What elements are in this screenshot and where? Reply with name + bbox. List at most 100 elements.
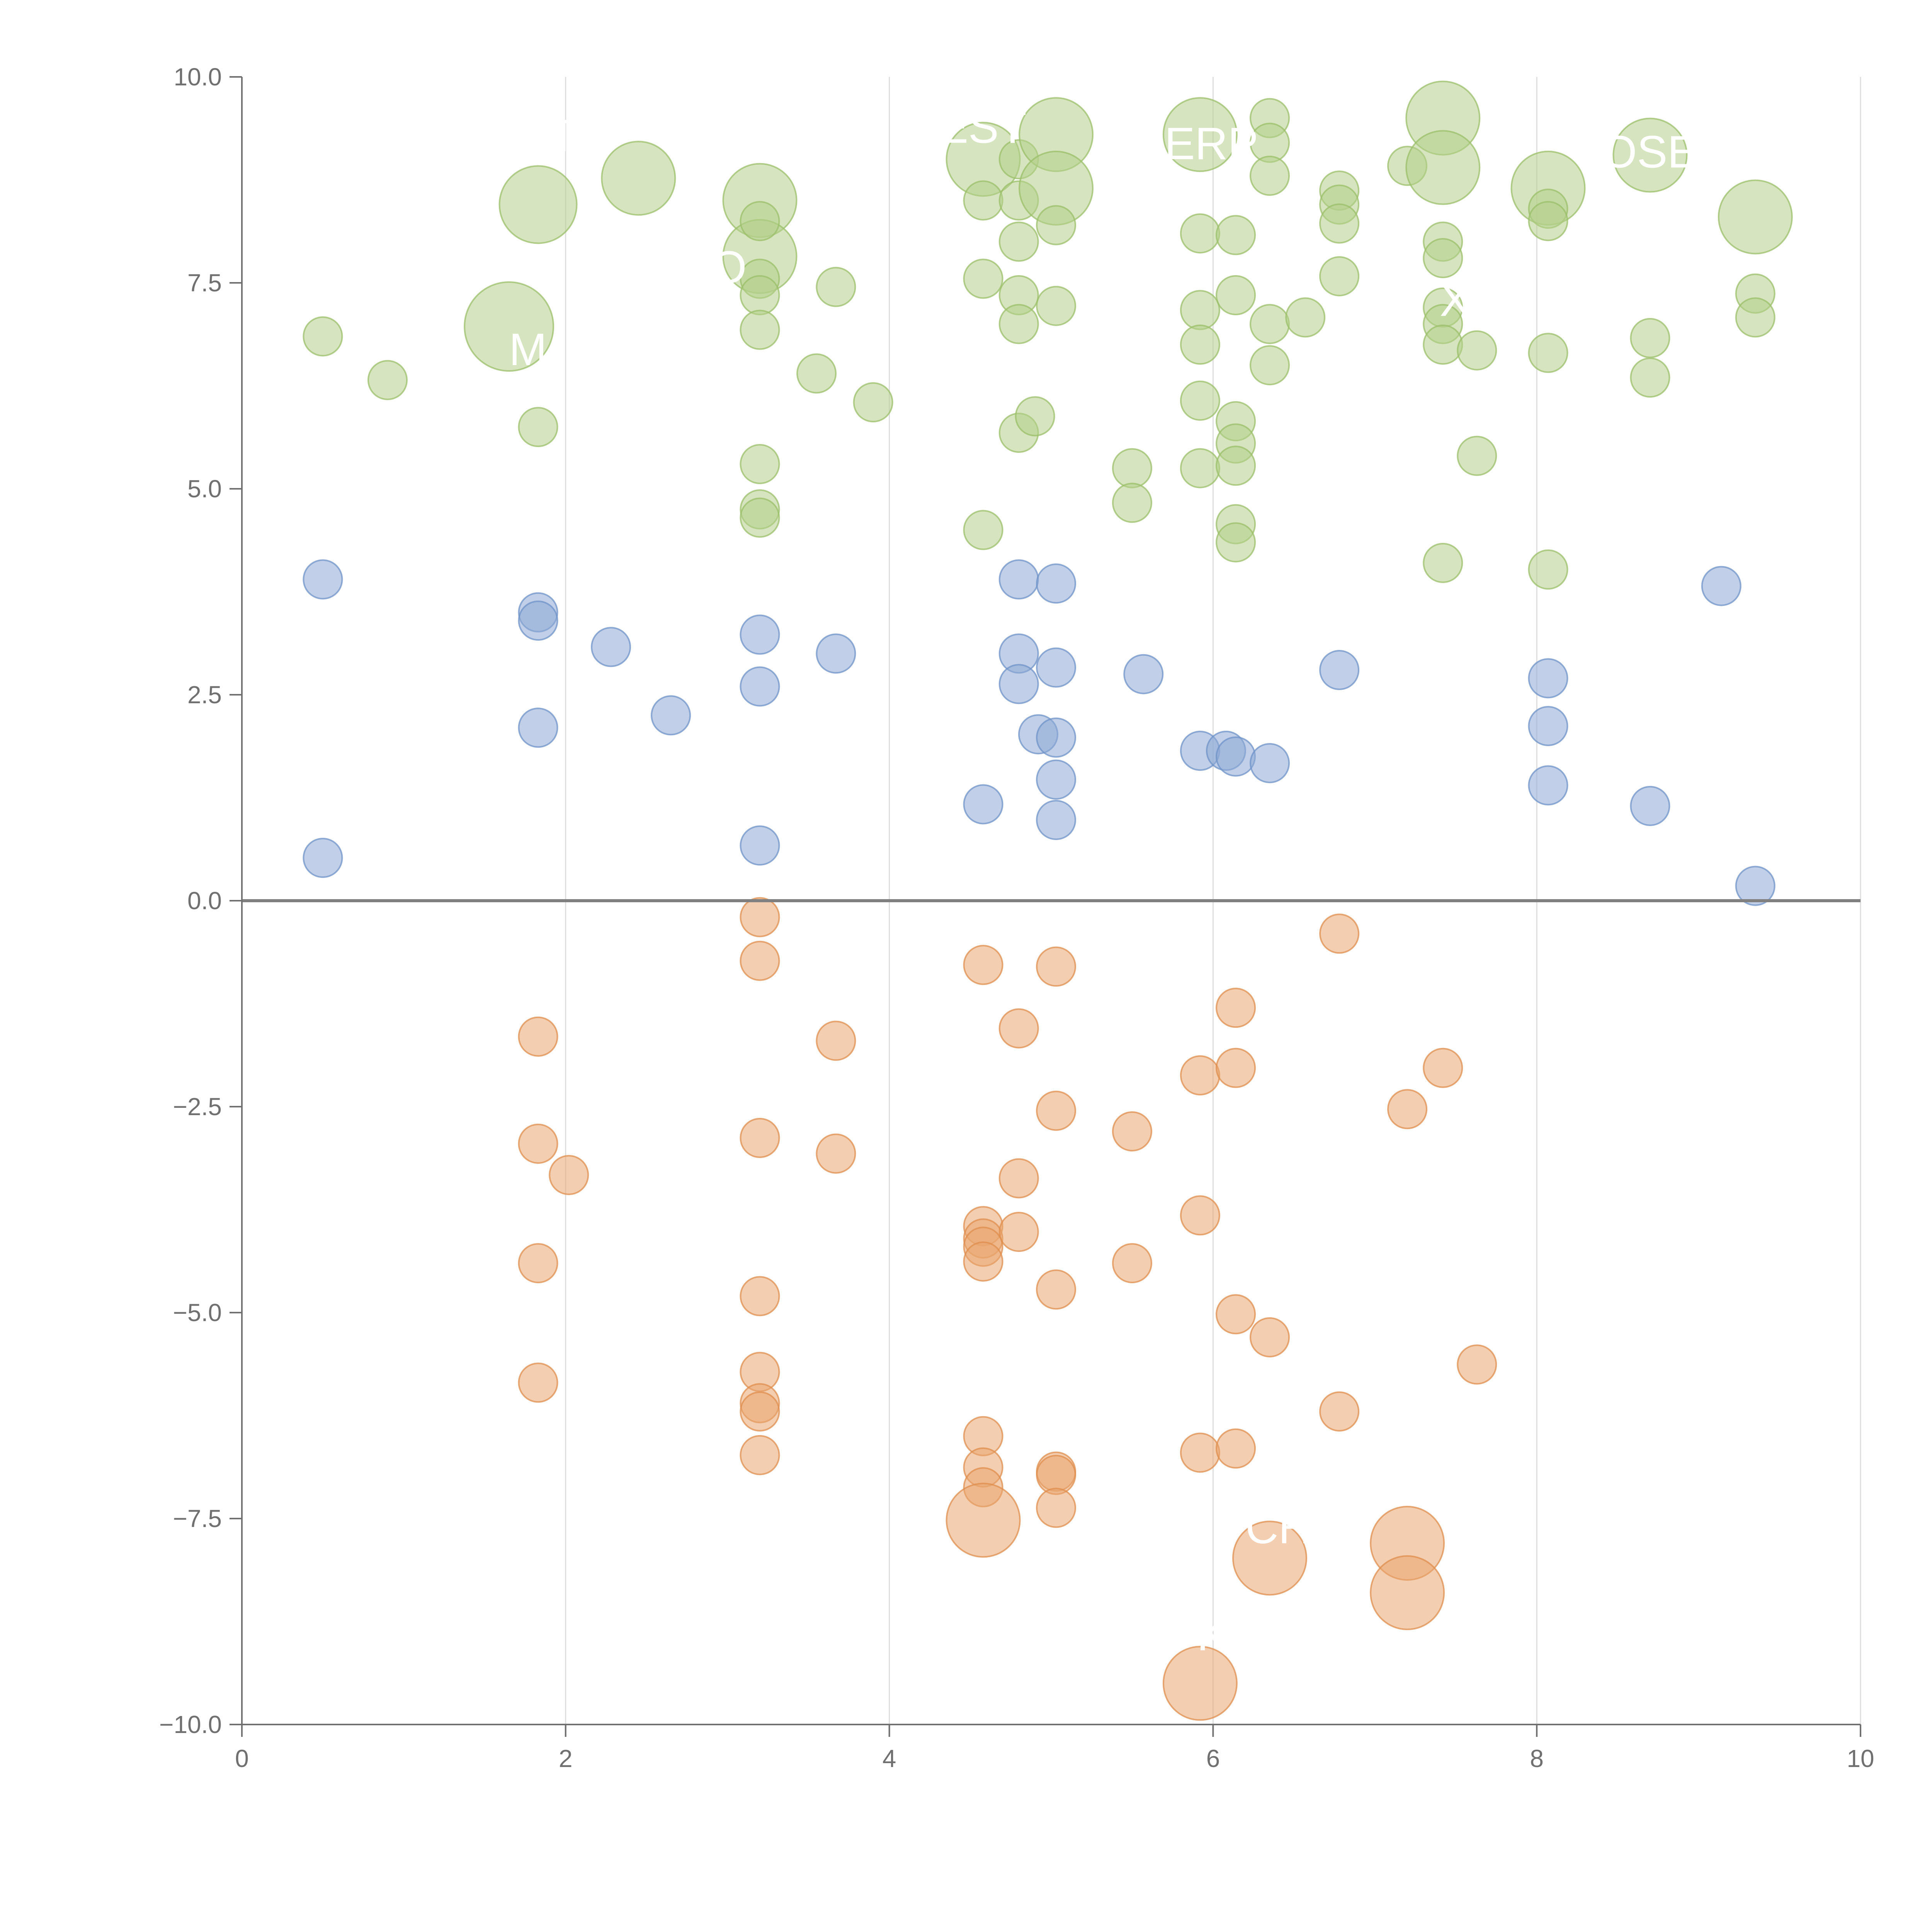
point-green bbox=[1319, 256, 1360, 296]
point-green bbox=[853, 382, 893, 423]
point-green bbox=[1735, 297, 1776, 338]
point-orange bbox=[1036, 1269, 1077, 1310]
x-tick-label: 10 bbox=[1847, 1745, 1874, 1772]
point-green bbox=[1216, 215, 1256, 255]
point-green bbox=[1630, 318, 1670, 358]
point-blue bbox=[740, 614, 780, 655]
point-orange bbox=[1387, 1089, 1428, 1129]
point-green bbox=[1423, 543, 1463, 583]
y-tick-label: −10.0 bbox=[159, 1711, 222, 1738]
point-green bbox=[1457, 435, 1497, 476]
point-green bbox=[1216, 522, 1256, 563]
point-orange bbox=[998, 1212, 1039, 1252]
point-blue bbox=[1036, 563, 1077, 604]
point-green bbox=[963, 180, 1003, 221]
point-orange bbox=[1319, 1391, 1360, 1432]
point-green bbox=[1180, 213, 1220, 254]
point-blue bbox=[740, 825, 780, 866]
point-orange bbox=[518, 1362, 558, 1403]
point-orange bbox=[740, 1118, 780, 1158]
annotation-label: TH bbox=[549, 110, 610, 161]
point-green bbox=[1112, 448, 1152, 488]
point-green bbox=[1612, 117, 1688, 193]
point-orange bbox=[1180, 1432, 1220, 1473]
point-orange bbox=[740, 1276, 780, 1316]
point-blue bbox=[1319, 650, 1360, 690]
point-orange bbox=[998, 1008, 1039, 1049]
point-blue bbox=[518, 600, 558, 641]
point-green bbox=[963, 510, 1003, 550]
point-green bbox=[1250, 345, 1290, 386]
point-green bbox=[1528, 549, 1568, 590]
point-blue bbox=[1528, 706, 1568, 747]
point-blue bbox=[963, 784, 1003, 825]
point-blue bbox=[1036, 647, 1077, 688]
y-tick-label: −7.5 bbox=[173, 1505, 222, 1532]
point-orange bbox=[1319, 913, 1360, 954]
point-green bbox=[601, 141, 676, 216]
point-blue bbox=[1036, 759, 1077, 800]
point-orange bbox=[1036, 1488, 1077, 1528]
point-green bbox=[963, 259, 1003, 299]
point-green bbox=[1250, 304, 1290, 344]
point-blue bbox=[1701, 566, 1742, 606]
point-green bbox=[816, 267, 856, 307]
point-orange bbox=[1112, 1111, 1152, 1151]
annotation-label: OSE bbox=[1602, 127, 1698, 178]
point-orange bbox=[518, 1016, 558, 1057]
point-orange bbox=[740, 940, 780, 981]
point-blue bbox=[303, 559, 343, 600]
point-green bbox=[498, 165, 578, 244]
point-green bbox=[1216, 275, 1256, 315]
point-orange bbox=[1423, 1048, 1463, 1088]
y-tick-label: −2.5 bbox=[173, 1093, 222, 1121]
data-points bbox=[303, 80, 1793, 1721]
point-green bbox=[464, 281, 554, 372]
point-green bbox=[1423, 324, 1463, 365]
point-orange bbox=[1216, 1428, 1256, 1469]
point-green bbox=[1216, 446, 1256, 486]
point-blue bbox=[998, 559, 1039, 600]
point-green bbox=[796, 353, 837, 394]
point-orange bbox=[963, 1241, 1003, 1282]
point-green bbox=[1036, 286, 1077, 326]
point-green bbox=[998, 304, 1039, 344]
x-tick-label: 0 bbox=[235, 1745, 249, 1772]
point-orange bbox=[1216, 988, 1256, 1028]
point-orange bbox=[816, 1133, 856, 1174]
point-blue bbox=[816, 633, 856, 674]
y-tick-label: −5.0 bbox=[173, 1299, 222, 1327]
point-orange bbox=[740, 897, 780, 937]
point-green bbox=[303, 316, 343, 357]
point-orange bbox=[1216, 1048, 1256, 1088]
x-tick-label: 2 bbox=[559, 1745, 573, 1772]
point-blue bbox=[1123, 654, 1164, 694]
point-green bbox=[367, 360, 408, 400]
point-blue bbox=[651, 695, 691, 736]
x-tick-label: 8 bbox=[1530, 1745, 1544, 1772]
point-blue bbox=[1250, 743, 1290, 783]
point-green bbox=[1423, 238, 1463, 279]
point-orange bbox=[1162, 1646, 1238, 1721]
y-tick-label: 5.0 bbox=[187, 475, 222, 503]
y-tick-label: 7.5 bbox=[187, 269, 222, 297]
point-orange bbox=[1180, 1195, 1220, 1236]
point-green bbox=[998, 221, 1039, 262]
point-blue bbox=[303, 838, 343, 878]
point-orange bbox=[740, 1435, 780, 1475]
point-orange bbox=[1457, 1344, 1497, 1385]
annotation-label: X bbox=[1440, 275, 1470, 326]
point-orange bbox=[946, 1483, 1021, 1558]
point-orange bbox=[1112, 1243, 1152, 1284]
point-green bbox=[1528, 333, 1568, 373]
point-green bbox=[1180, 324, 1220, 365]
point-orange bbox=[1232, 1520, 1308, 1596]
point-green bbox=[1405, 130, 1481, 205]
point-blue bbox=[1036, 800, 1077, 840]
annotation-label: M bbox=[509, 324, 547, 375]
point-green bbox=[1036, 205, 1077, 245]
point-orange bbox=[1216, 1294, 1256, 1335]
point-green bbox=[740, 310, 780, 350]
point-orange bbox=[549, 1155, 589, 1195]
